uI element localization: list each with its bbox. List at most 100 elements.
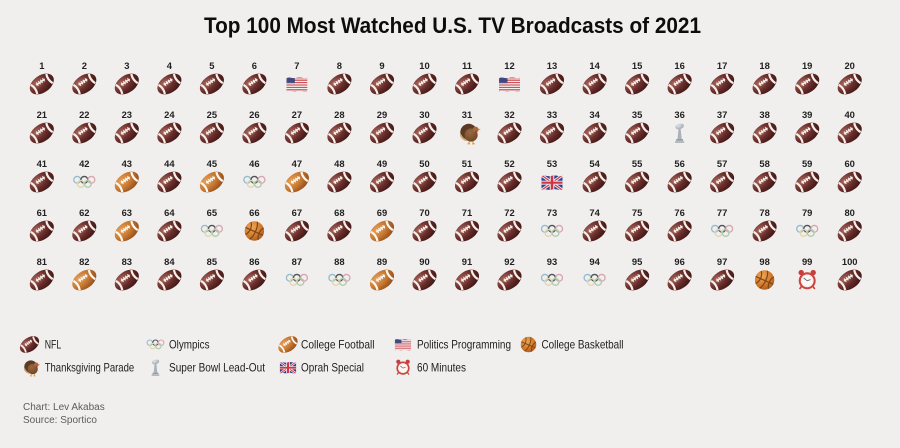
svg-text:51: 51 (462, 158, 472, 169)
svg-text:49: 49 (377, 158, 387, 169)
svg-text:22: 22 (79, 109, 89, 120)
svg-text:NFL: NFL (45, 338, 62, 351)
svg-text:11: 11 (462, 60, 472, 71)
svg-text:67: 67 (292, 207, 302, 218)
svg-text:53: 53 (547, 158, 557, 169)
svg-text:Politics Programming: Politics Programming (417, 338, 511, 351)
svg-text:15: 15 (632, 60, 642, 71)
svg-text:84: 84 (164, 256, 175, 267)
svg-text:26: 26 (249, 109, 259, 120)
svg-text:62: 62 (79, 207, 89, 218)
svg-text:Source: Sportico: Source: Sportico (23, 415, 97, 426)
svg-text:87: 87 (292, 256, 302, 267)
svg-text:13: 13 (547, 60, 557, 71)
svg-text:50: 50 (419, 158, 429, 169)
svg-text:Thanksgiving Parade: Thanksgiving Parade (45, 361, 135, 374)
svg-text:93: 93 (547, 256, 557, 267)
svg-text:21: 21 (37, 109, 47, 120)
svg-text:24: 24 (164, 109, 175, 120)
svg-text:60 Minutes: 60 Minutes (417, 361, 466, 374)
svg-text:Chart: Lev Akabas: Chart: Lev Akabas (23, 402, 105, 413)
svg-text:College Football: College Football (301, 338, 375, 351)
svg-text:58: 58 (759, 158, 769, 169)
svg-text:42: 42 (79, 158, 89, 169)
svg-text:98: 98 (759, 256, 769, 267)
svg-text:60: 60 (844, 158, 854, 169)
svg-text:54: 54 (589, 158, 600, 169)
svg-text:85: 85 (207, 256, 217, 267)
svg-text:1: 1 (39, 60, 44, 71)
svg-text:81: 81 (37, 256, 47, 267)
svg-text:68: 68 (334, 207, 344, 218)
svg-text:86: 86 (249, 256, 259, 267)
svg-text:56: 56 (674, 158, 684, 169)
svg-text:89: 89 (377, 256, 387, 267)
svg-text:69: 69 (377, 207, 387, 218)
svg-text:38: 38 (759, 109, 769, 120)
svg-text:27: 27 (292, 109, 302, 120)
svg-text:16: 16 (674, 60, 684, 71)
svg-text:66: 66 (249, 207, 259, 218)
svg-text:92: 92 (504, 256, 514, 267)
svg-text:77: 77 (717, 207, 727, 218)
svg-text:25: 25 (207, 109, 217, 120)
svg-text:10: 10 (419, 60, 429, 71)
svg-text:Olympics: Olympics (169, 338, 210, 351)
svg-text:97: 97 (717, 256, 727, 267)
svg-text:4: 4 (167, 60, 173, 71)
svg-text:9: 9 (379, 60, 384, 71)
svg-text:83: 83 (122, 256, 132, 267)
svg-text:17: 17 (717, 60, 727, 71)
svg-text:65: 65 (207, 207, 217, 218)
svg-text:72: 72 (504, 207, 514, 218)
svg-text:College Basketball: College Basketball (542, 338, 624, 351)
svg-text:99: 99 (802, 256, 812, 267)
svg-text:75: 75 (632, 207, 642, 218)
svg-text:90: 90 (419, 256, 429, 267)
svg-text:71: 71 (462, 207, 472, 218)
svg-text:46: 46 (249, 158, 259, 169)
svg-text:12: 12 (504, 60, 514, 71)
svg-text:35: 35 (632, 109, 642, 120)
svg-text:39: 39 (802, 109, 812, 120)
svg-text:19: 19 (802, 60, 812, 71)
svg-text:44: 44 (164, 158, 175, 169)
svg-text:79: 79 (802, 207, 812, 218)
svg-text:80: 80 (844, 207, 854, 218)
svg-text:3: 3 (124, 60, 129, 71)
svg-text:52: 52 (504, 158, 514, 169)
svg-text:37: 37 (717, 109, 727, 120)
svg-text:96: 96 (674, 256, 684, 267)
svg-text:18: 18 (759, 60, 769, 71)
svg-text:100: 100 (842, 256, 858, 267)
svg-text:94: 94 (589, 256, 600, 267)
svg-text:73: 73 (547, 207, 557, 218)
svg-text:74: 74 (589, 207, 600, 218)
svg-text:36: 36 (674, 109, 684, 120)
svg-text:Top 100 Most Watched U.S. TV B: Top 100 Most Watched U.S. TV Broadcasts … (204, 13, 701, 38)
svg-text:57: 57 (717, 158, 727, 169)
svg-text:70: 70 (419, 207, 429, 218)
svg-text:59: 59 (802, 158, 812, 169)
svg-text:55: 55 (632, 158, 642, 169)
svg-text:5: 5 (209, 60, 214, 71)
svg-text:76: 76 (674, 207, 684, 218)
svg-text:14: 14 (589, 60, 600, 71)
svg-text:64: 64 (164, 207, 175, 218)
svg-text:Super Bowl Lead-Out: Super Bowl Lead-Out (169, 361, 266, 374)
svg-text:33: 33 (547, 109, 557, 120)
svg-text:82: 82 (79, 256, 89, 267)
svg-text:34: 34 (589, 109, 600, 120)
svg-text:32: 32 (504, 109, 514, 120)
svg-text:23: 23 (122, 109, 132, 120)
svg-text:45: 45 (207, 158, 217, 169)
svg-text:Oprah Special: Oprah Special (301, 361, 364, 374)
svg-text:31: 31 (462, 109, 472, 120)
svg-text:20: 20 (844, 60, 854, 71)
svg-text:8: 8 (337, 60, 342, 71)
svg-text:29: 29 (377, 109, 387, 120)
svg-text:2: 2 (82, 60, 87, 71)
svg-text:7: 7 (294, 60, 299, 71)
svg-text:95: 95 (632, 256, 642, 267)
svg-text:63: 63 (122, 207, 132, 218)
